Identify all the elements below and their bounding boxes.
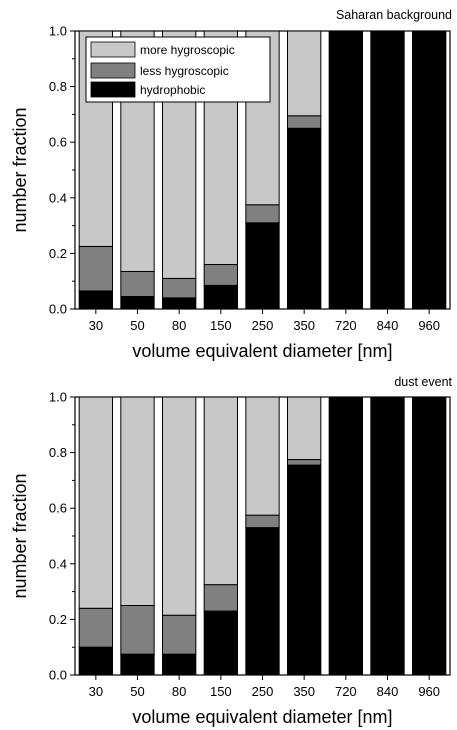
y-tick-label: 0.4	[49, 190, 67, 205]
bar-segment	[203, 284, 239, 310]
y-tick-label: 0.2	[49, 246, 67, 261]
panel-dust-event: dust event 0.0 0.2 0.4 0.6 0.8 1.0 30 50 80 150 2…	[10, 375, 453, 727]
legend-label-less-hygroscopic: less hygroscopic	[140, 64, 229, 78]
y-tick-label: 0.8	[49, 79, 67, 94]
y-tick-label: 0.6	[49, 501, 67, 516]
x-axis-label: volume equivalent diameter [nm]	[132, 707, 392, 727]
bar-segment	[287, 30, 322, 117]
x-tick-label: 30	[89, 684, 103, 699]
x-tick-label: 960	[418, 684, 440, 699]
bar-segment	[203, 610, 239, 676]
bar-segment	[287, 127, 322, 310]
bar-segment	[120, 653, 155, 676]
x-tick-label: 30	[89, 318, 103, 333]
bar-segment	[78, 245, 113, 292]
bar-segment	[245, 396, 280, 516]
bar-segment	[245, 222, 280, 310]
bar-segment	[370, 396, 405, 676]
legend: more hygroscopic less hygroscopic hydrop…	[85, 36, 271, 103]
bar-segment	[287, 115, 322, 129]
bar-segment	[203, 584, 239, 612]
x-tick-label: 840	[377, 318, 399, 333]
bar-segment	[287, 459, 322, 466]
bar-segment	[78, 607, 113, 648]
y-axis: 0.0 0.2 0.4 0.6 0.8 1.0	[49, 390, 75, 683]
x-tick-label: 720	[335, 684, 357, 699]
bar-segment	[412, 396, 447, 676]
x-tick-label: 50	[130, 318, 144, 333]
bar-segment	[412, 30, 447, 310]
y-tick-label: 0.0	[49, 302, 67, 317]
x-axis: 30 50 80 150 250 350 720 840 960	[89, 675, 440, 699]
bar-segment	[328, 396, 363, 676]
x-tick-label: 80	[172, 684, 186, 699]
legend-label-more-hygroscopic: more hygroscopic	[140, 43, 235, 57]
bars	[78, 396, 447, 676]
y-tick-label: 0.0	[49, 668, 67, 683]
bar-segment	[162, 653, 197, 676]
x-tick-label: 720	[335, 318, 357, 333]
x-tick-label: 250	[252, 684, 274, 699]
x-tick-label: 80	[172, 318, 186, 333]
bar-segment	[78, 396, 113, 609]
bar-segment	[162, 277, 197, 299]
bar-segment	[120, 605, 155, 655]
bar-segment	[162, 297, 197, 310]
legend-swatch-hydrophobic	[90, 81, 136, 98]
y-tick-label: 0.8	[49, 445, 67, 460]
x-tick-label: 150	[210, 318, 232, 333]
y-tick-label: 0.4	[49, 556, 67, 571]
x-tick-label: 150	[210, 684, 232, 699]
y-tick-label: 1.0	[49, 390, 67, 405]
x-tick-label: 960	[418, 318, 440, 333]
bar-segment	[370, 30, 405, 310]
bar-segment	[245, 527, 280, 676]
panel-title: Saharan background	[336, 8, 452, 22]
y-axis: 0.0 0.2 0.4 0.6 0.8 1.0	[49, 24, 75, 317]
bar-segment	[287, 464, 322, 676]
bar-segment	[245, 514, 280, 529]
y-tick-label: 1.0	[49, 24, 67, 39]
bar-segment	[78, 290, 113, 310]
x-tick-label: 840	[377, 684, 399, 699]
bar-segment	[162, 396, 197, 616]
x-tick-label: 50	[130, 684, 144, 699]
bar-segment	[203, 396, 239, 586]
x-tick-label: 350	[293, 318, 315, 333]
legend-label-hydrophobic: hydrophobic	[140, 83, 205, 97]
y-tick-label: 0.2	[49, 612, 67, 627]
bar-segment	[287, 396, 322, 461]
bar-segment	[120, 270, 155, 297]
panel-saharan-background: Saharan background 0.0 0.2 0.4 0.6 0.8 1.0 30…	[10, 8, 452, 361]
bar-segment	[78, 646, 113, 676]
y-axis-label: number fraction	[10, 107, 30, 232]
x-tick-label: 250	[252, 318, 274, 333]
panel-title: dust event	[394, 375, 452, 389]
x-axis: 30 50 80 150 250 350 720 840 960	[89, 309, 440, 333]
y-tick-label: 0.6	[49, 135, 67, 150]
legend-swatch-less-hygroscopic	[90, 62, 136, 79]
bar-segment	[120, 295, 155, 310]
bar-segment	[245, 204, 280, 224]
bar-segment	[120, 396, 155, 606]
y-axis-label: number fraction	[10, 473, 30, 598]
bar-segment	[203, 264, 239, 286]
x-axis-label: volume equivalent diameter [nm]	[132, 341, 392, 361]
x-tick-label: 350	[293, 684, 315, 699]
legend-swatch-more-hygroscopic	[90, 41, 136, 58]
bar-segment	[328, 30, 363, 310]
bar-segment	[162, 614, 197, 655]
